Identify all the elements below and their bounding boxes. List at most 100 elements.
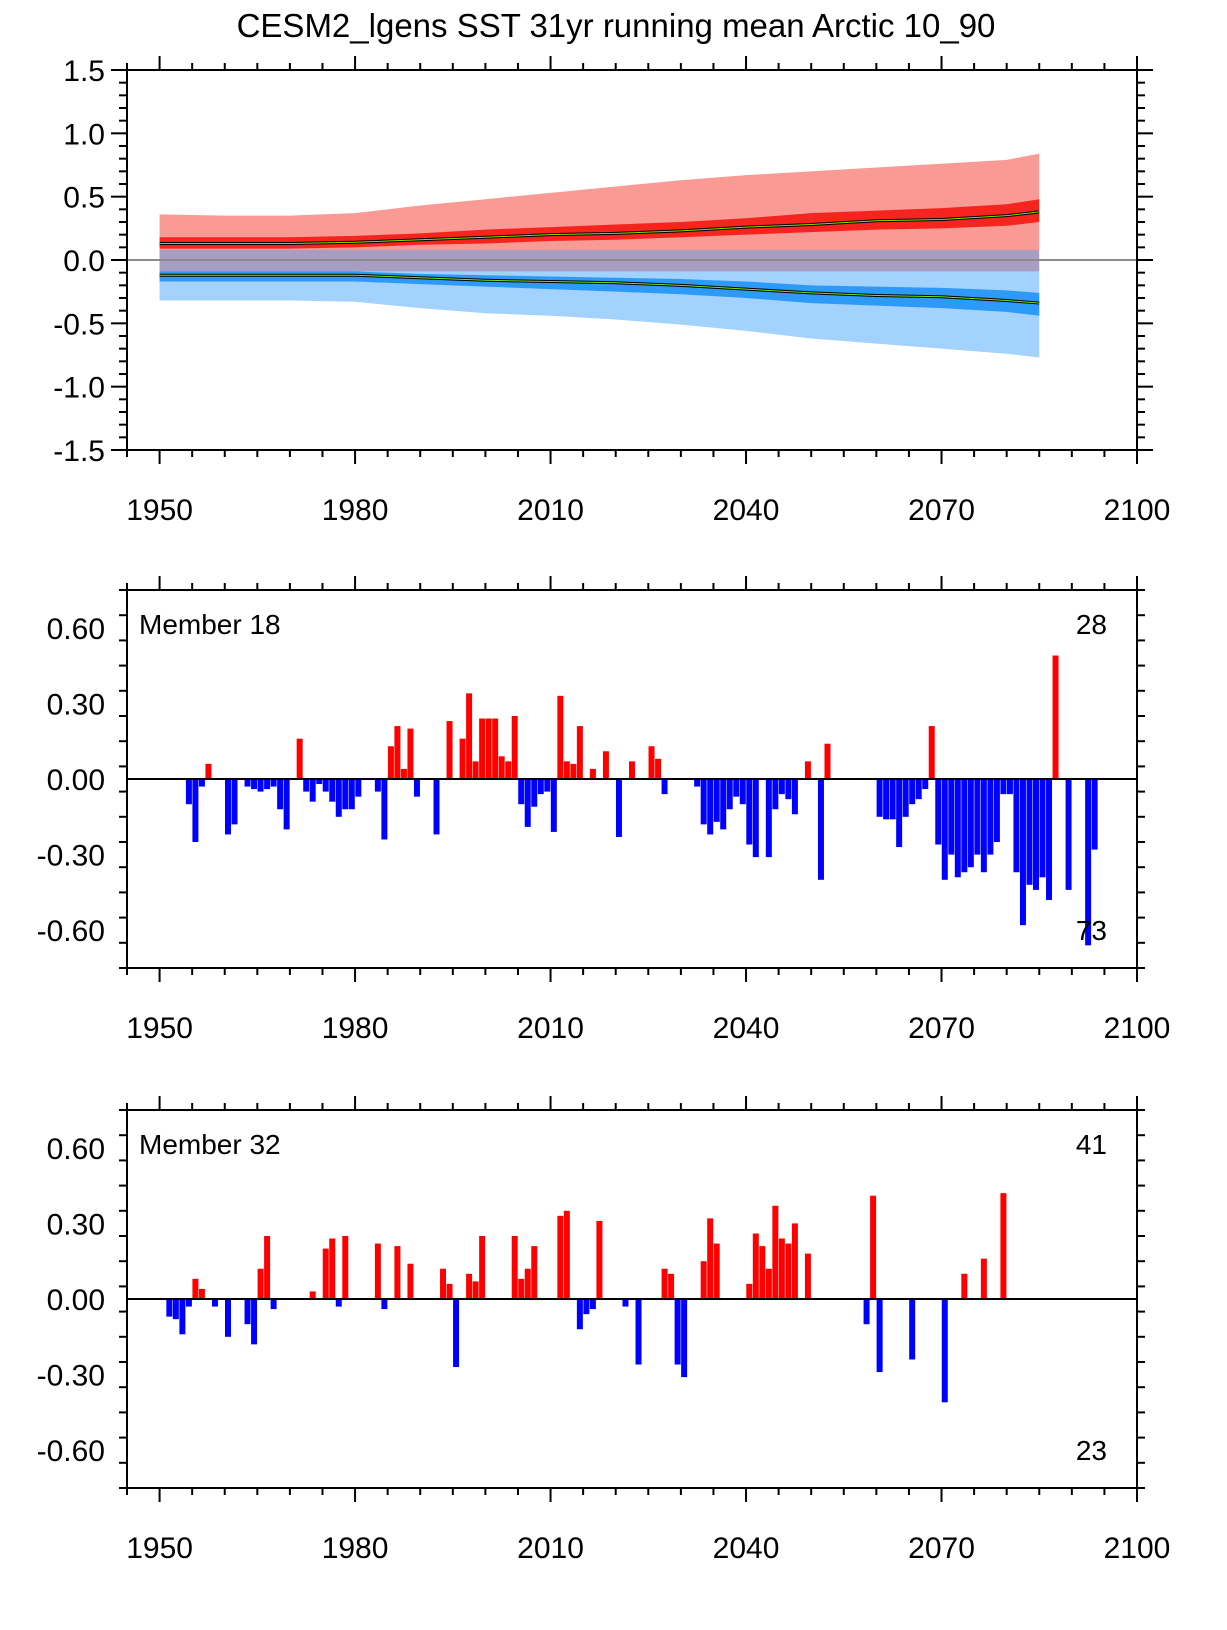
bar-negative — [348, 779, 355, 810]
x-tick-label: 2010 — [517, 1012, 584, 1045]
y-tick-label: 1.0 — [63, 118, 105, 151]
bar-negative — [251, 779, 258, 790]
bar-negative — [453, 1299, 460, 1368]
y-tick-label: -1.5 — [53, 435, 105, 468]
bar-negative — [1091, 779, 1098, 850]
bar-positive — [505, 761, 512, 779]
bar-negative — [342, 779, 349, 810]
bar-positive — [928, 726, 935, 779]
bar-negative — [433, 779, 440, 835]
x-tick-label: 2040 — [713, 494, 780, 527]
bar-positive — [492, 718, 499, 779]
y-tick-label: 0.00 — [47, 1284, 105, 1317]
y-tick-label: 0.5 — [63, 182, 105, 215]
bar-negative — [909, 779, 916, 805]
bar-negative — [961, 779, 968, 873]
y-tick-label: 0.60 — [47, 1133, 105, 1166]
bar-negative — [316, 779, 323, 785]
bar-positive — [629, 761, 635, 779]
bar-negative — [785, 779, 792, 800]
bar-positive — [824, 743, 831, 779]
x-tick-label: 1980 — [322, 1012, 389, 1045]
x-tick-label: 1950 — [126, 1532, 193, 1565]
bar-negative — [791, 779, 798, 815]
y-tick-label: -0.60 — [37, 1435, 105, 1468]
bar-negative — [746, 779, 753, 845]
bar-positive — [713, 1243, 720, 1299]
x-tick-label: 1980 — [322, 1532, 389, 1565]
bar-positive — [531, 1246, 538, 1299]
bar-negative — [198, 779, 205, 787]
bar-positive — [655, 758, 662, 779]
bar-negative — [765, 779, 772, 858]
bar-positive — [205, 763, 212, 779]
spread-panel: 1950 1980 2010 2040 2070 2100 1.5 1.0 0.5 0.0 -0.5… — [53, 55, 1170, 527]
bar-negative — [681, 1299, 688, 1378]
plot-frame — [126, 1109, 1138, 1489]
bar-positive — [511, 1236, 518, 1299]
figure-title: CESM2_lgens SST 31yr running mean Arctic… — [237, 7, 996, 44]
bar-positive — [563, 1210, 570, 1299]
bar-positive — [485, 718, 492, 779]
bar-positive — [785, 1243, 792, 1299]
bar-positive — [759, 1246, 766, 1299]
bar-negative — [303, 779, 310, 792]
bar-negative — [922, 779, 929, 790]
bar-positive — [374, 1243, 381, 1299]
bar-negative — [185, 779, 192, 805]
bar-negative — [1033, 779, 1039, 890]
bar-negative — [772, 779, 779, 810]
y-tick-label: -0.30 — [37, 840, 105, 873]
bar-positive — [198, 1288, 205, 1299]
bar-positive — [466, 1273, 473, 1299]
bar-positive — [557, 695, 564, 779]
bar-negative — [1019, 779, 1026, 926]
y-tick-label: 0.00 — [47, 764, 105, 797]
member-18-panel: Member 18 28 73 1950 1980 2010 2040 2070 2100 0.6… — [37, 576, 1170, 1045]
bar-negative — [589, 1299, 596, 1310]
bar-negative — [674, 1299, 681, 1365]
bar-negative — [225, 779, 231, 835]
bar-negative — [935, 779, 942, 845]
bar-positive — [472, 1281, 479, 1299]
y-tick-label: -0.60 — [37, 915, 105, 948]
bar-negative — [211, 1299, 218, 1307]
bar-positive — [400, 768, 407, 779]
member-label: Member 18 — [139, 609, 281, 640]
member-label: Member 32 — [139, 1129, 281, 1160]
bar-positive — [524, 1268, 531, 1299]
x-tick-label: 2100 — [1104, 1532, 1171, 1565]
bar-positive — [264, 1236, 271, 1299]
bar-negative — [544, 779, 551, 792]
bar-negative — [1013, 779, 1020, 873]
bar-negative — [700, 779, 707, 825]
bar-negative — [192, 779, 199, 842]
x-tick-label: 2040 — [713, 1012, 780, 1045]
bar-negative — [739, 779, 746, 805]
bar-positive — [870, 1195, 877, 1299]
bar-positive — [459, 738, 466, 779]
bar-negative — [713, 779, 720, 822]
bar-negative — [967, 779, 974, 868]
member-32-panel: Member 32 41 23 1950 1980 2010 2040 2070 2100 0.6… — [37, 1096, 1171, 1565]
bar-negative — [244, 779, 251, 787]
bar-negative — [1039, 779, 1046, 878]
bar-negative — [902, 779, 909, 817]
bar-positive — [518, 1278, 525, 1299]
bar-positive — [804, 761, 811, 779]
bar-negative — [948, 779, 955, 855]
bar-positive — [804, 1253, 811, 1299]
bar-positive — [772, 1205, 779, 1299]
bar-positive — [511, 716, 518, 779]
x-tick-label: 2100 — [1104, 494, 1171, 527]
bar-negative — [726, 779, 733, 810]
bar-negative — [909, 1299, 916, 1360]
bar-negative — [752, 779, 759, 858]
bar-positive — [961, 1273, 968, 1299]
bar-positive — [570, 763, 577, 779]
bar-positive — [407, 1263, 414, 1299]
x-tick-label: 2070 — [908, 1532, 975, 1565]
x-tick-label: 1950 — [126, 494, 193, 527]
negative-outer-band — [159, 260, 1040, 358]
